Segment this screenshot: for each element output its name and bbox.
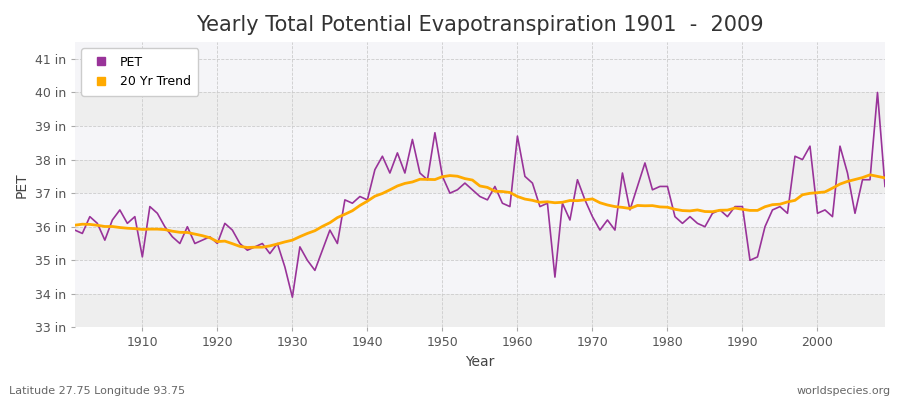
Bar <box>75 59 885 92</box>
X-axis label: Year: Year <box>465 355 495 369</box>
Bar <box>75 227 885 260</box>
Bar <box>75 160 885 193</box>
Y-axis label: PET: PET <box>15 172 29 198</box>
Bar <box>75 92 885 126</box>
Legend: PET, 20 Yr Trend: PET, 20 Yr Trend <box>81 48 198 96</box>
Bar <box>75 294 885 328</box>
Bar <box>75 126 885 160</box>
Bar <box>75 260 885 294</box>
Title: Yearly Total Potential Evapotranspiration 1901  -  2009: Yearly Total Potential Evapotranspiratio… <box>196 15 764 35</box>
Bar <box>75 193 885 227</box>
Text: worldspecies.org: worldspecies.org <box>796 386 891 396</box>
Text: Latitude 27.75 Longitude 93.75: Latitude 27.75 Longitude 93.75 <box>9 386 185 396</box>
